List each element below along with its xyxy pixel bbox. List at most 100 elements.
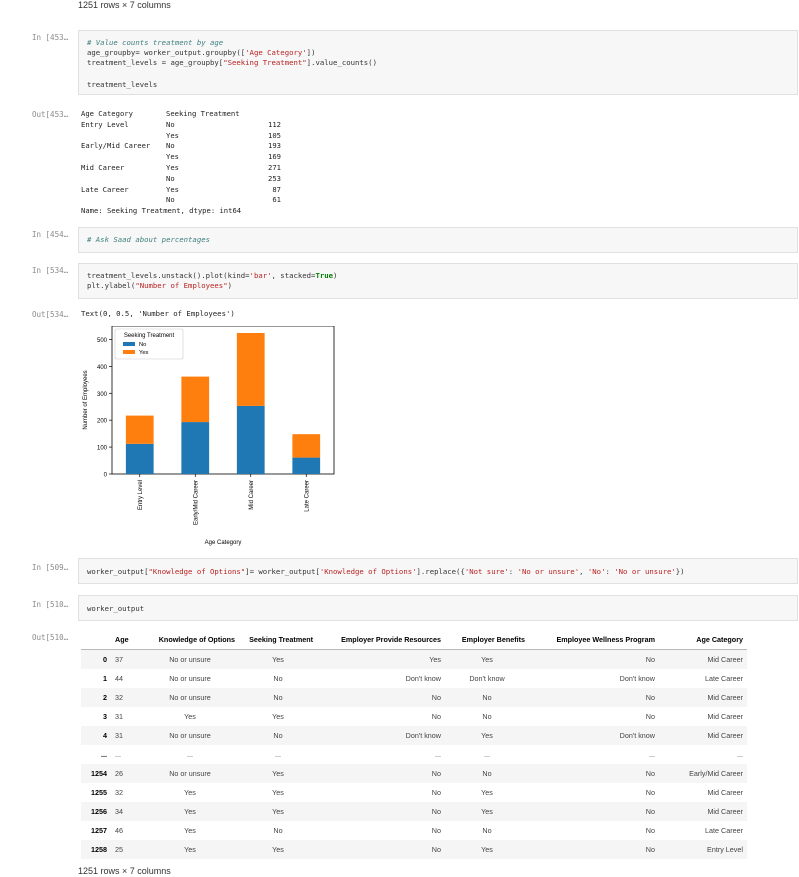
rows-columns-note-top: 1251 rows × 7 columns bbox=[78, 0, 171, 10]
column-header[interactable]: Employer Provide Resources bbox=[317, 630, 445, 650]
series-category: Entry Level bbox=[81, 119, 129, 129]
index-header bbox=[81, 630, 111, 650]
table-cell: Entry Level bbox=[659, 840, 747, 859]
table-cell: 26 bbox=[111, 764, 141, 783]
column-header[interactable]: Age Category bbox=[659, 630, 747, 650]
table-cell: No bbox=[645, 788, 655, 797]
table-row: 2 32 No or unsure No No No No Mid Career bbox=[81, 688, 747, 707]
bar-yes bbox=[181, 376, 210, 423]
table-cell: No bbox=[431, 712, 441, 721]
table-row: 1 44 No or unsure No Don't know Don't know Don… bbox=[81, 669, 747, 688]
table-cell: No bbox=[529, 764, 659, 783]
column-header[interactable]: Seeking Treatment bbox=[239, 630, 317, 650]
table-cell: ... bbox=[484, 750, 490, 759]
table-cell: Mid Career bbox=[659, 802, 747, 821]
table-cell: Mid Career bbox=[659, 726, 747, 745]
table-cell: No bbox=[445, 688, 529, 707]
table-cell: Mid Career bbox=[659, 649, 747, 669]
table-cell: No bbox=[529, 649, 659, 669]
table-cell: Yes bbox=[141, 840, 239, 859]
column-header[interactable]: Age bbox=[111, 630, 141, 650]
column-header[interactable]: Knowledge of Options bbox=[141, 630, 239, 650]
series-row: Yes 105 bbox=[81, 131, 301, 142]
row-index: 0 bbox=[81, 649, 111, 669]
prompt-in-509: In [509… bbox=[32, 563, 69, 572]
table-cell: No bbox=[529, 840, 659, 859]
series-treatment: Yes bbox=[166, 162, 179, 172]
table-cell: ... bbox=[275, 750, 281, 759]
code-cell-454[interactable]: # Ask Saad about percentages bbox=[78, 227, 798, 253]
y-tick-label: 100 bbox=[97, 446, 108, 452]
prompt-in-454: In [454… bbox=[32, 230, 69, 239]
table-cell: No bbox=[482, 826, 492, 835]
table-cell: No bbox=[317, 840, 445, 859]
code-cell-453[interactable]: # Value counts treatment by age age_grou… bbox=[78, 30, 798, 95]
table-cell: Don't know bbox=[405, 674, 441, 683]
legend-title: Seeking Treatment bbox=[124, 333, 175, 339]
code-line: plt.ylabel("Number of Employees") bbox=[87, 281, 232, 290]
table-cell: No bbox=[529, 688, 659, 707]
table-row: 1257 46 Yes No No No No Late Career bbox=[81, 821, 747, 840]
table-cell: Yes bbox=[445, 840, 529, 859]
prompt-out-453: Out[453… bbox=[32, 110, 69, 119]
row-index: ... bbox=[101, 750, 107, 759]
series-treatment: No bbox=[166, 173, 175, 183]
code-line: treatment_levels bbox=[87, 80, 158, 89]
x-axis-label: Age Category bbox=[205, 540, 242, 546]
code-cell-509[interactable]: worker_output["Knowledge of Options"]= w… bbox=[78, 558, 798, 584]
series-count: 61 bbox=[272, 195, 281, 205]
column-header[interactable]: Employer Benefits bbox=[445, 630, 529, 650]
table-cell: No bbox=[529, 802, 659, 821]
table-cell: 34 bbox=[111, 802, 141, 821]
table-cell: Late Career bbox=[705, 826, 743, 835]
table-cell: Yes bbox=[272, 712, 284, 721]
table-cell: Yes bbox=[272, 788, 284, 797]
table-cell: Yes bbox=[239, 802, 317, 821]
y-tick-label: 0 bbox=[104, 473, 108, 479]
table-cell: 31 bbox=[115, 712, 123, 721]
table-row: ........................ bbox=[81, 745, 747, 764]
code-cell-510[interactable]: worker_output bbox=[78, 595, 798, 621]
table-cell: Mid Career bbox=[707, 788, 743, 797]
series-treatment: Yes bbox=[166, 130, 179, 140]
row-index: 1254 bbox=[81, 764, 111, 783]
series-treatment: Yes bbox=[166, 184, 179, 194]
table-cell: No bbox=[317, 764, 445, 783]
table-cell: Yes bbox=[239, 840, 317, 859]
table-cell: No bbox=[645, 712, 655, 721]
prompt-in-510: In [510… bbox=[32, 600, 69, 609]
prompt-out-534: Out[534… bbox=[32, 310, 69, 319]
series-count: 253 bbox=[268, 173, 281, 183]
table-cell: Don't know bbox=[529, 726, 659, 745]
series-treatment: No bbox=[166, 119, 175, 129]
bar-no bbox=[236, 405, 265, 474]
x-tick-label: Early/Mid Career bbox=[193, 480, 199, 525]
table-cell: No or unsure bbox=[141, 764, 239, 783]
row-index: 1256 bbox=[81, 802, 111, 821]
table-cell: Yes bbox=[445, 649, 529, 669]
table-cell: No bbox=[482, 712, 492, 721]
series-row: Yes 169 bbox=[81, 152, 301, 163]
legend-swatch-no bbox=[123, 342, 135, 346]
bar-no bbox=[292, 457, 321, 474]
stacked-bar-chart: 0 100 200 300 400 500 Entry Level Early/Mid Car… bbox=[83, 326, 335, 546]
code-cell-534[interactable]: treatment_levels.unstack().plot(kind='ba… bbox=[78, 263, 798, 299]
table-cell: No bbox=[445, 764, 529, 783]
series-category: Early/Mid Career bbox=[81, 141, 151, 151]
table-cell: No or unsure bbox=[169, 674, 211, 683]
table-cell: Mid Career bbox=[707, 712, 743, 721]
column-header[interactable]: Employee Wellness Program bbox=[529, 630, 659, 650]
x-tick-label: Late Career bbox=[304, 480, 310, 512]
series-header: Age Category Seeking Treatment bbox=[81, 109, 240, 118]
series-category: Late Career bbox=[81, 184, 129, 194]
x-tick-label: Mid Career bbox=[249, 480, 255, 510]
rows-columns-note-bottom: 1251 rows × 7 columns bbox=[78, 866, 171, 876]
y-axis-label: Number of Employees bbox=[83, 370, 89, 429]
table-cell: 25 bbox=[111, 840, 141, 859]
table-cell: Yes bbox=[184, 712, 196, 721]
table-cell: Mid Career bbox=[659, 688, 747, 707]
bar-yes bbox=[236, 332, 265, 406]
code-line: treatment_levels.unstack().plot(kind='ba… bbox=[87, 271, 338, 280]
row-index: 1 bbox=[103, 674, 107, 683]
series-count: 105 bbox=[268, 130, 281, 140]
